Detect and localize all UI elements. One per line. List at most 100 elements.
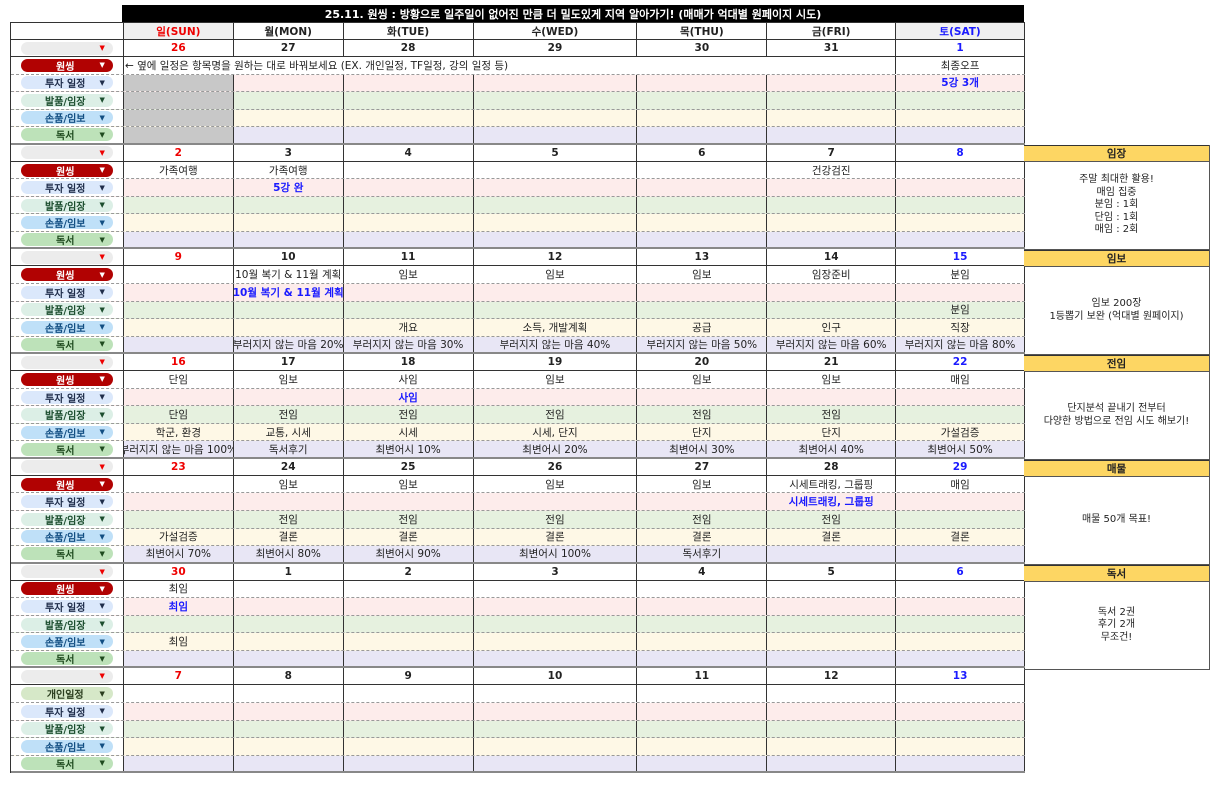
date-cell[interactable]: 27 xyxy=(637,458,768,475)
category-dropdown[interactable]: 독서 ▼ xyxy=(20,652,113,666)
day-cell[interactable]: 임장준비 xyxy=(767,266,897,284)
day-cell[interactable] xyxy=(124,755,234,772)
day-cell[interactable] xyxy=(637,284,768,301)
dropdown-arrow-icon[interactable]: ▼ xyxy=(99,462,105,471)
dropdown-arrow-icon[interactable]: ▼ xyxy=(99,96,105,105)
day-cell[interactable] xyxy=(344,196,474,214)
day-cell[interactable]: 가족여행 xyxy=(124,161,234,179)
day-cell[interactable] xyxy=(124,493,234,511)
category-dropdown[interactable]: 독서 ▼ xyxy=(20,233,113,247)
date-cell[interactable]: 4 xyxy=(637,563,768,580)
day-cell[interactable]: 전임 xyxy=(474,406,638,423)
day-cell[interactable]: 임보 xyxy=(344,475,474,493)
day-cell[interactable]: 단지 xyxy=(767,423,897,441)
day-cell[interactable] xyxy=(896,738,1026,755)
date-cell[interactable]: 9 xyxy=(344,668,474,685)
day-cell[interactable] xyxy=(767,685,897,702)
dropdown-arrow-icon[interactable]: ▼ xyxy=(99,44,105,52)
day-cell[interactable]: 전임 xyxy=(344,406,474,423)
day-cell[interactable] xyxy=(637,580,768,598)
day-cell[interactable] xyxy=(474,92,638,109)
day-cell[interactable] xyxy=(637,74,768,92)
dropdown-arrow-icon[interactable]: ▼ xyxy=(99,78,105,87)
day-cell[interactable]: 임보 xyxy=(637,371,768,388)
day-cell[interactable] xyxy=(124,388,234,406)
row-dropdown[interactable]: ▼ xyxy=(20,250,113,264)
day-cell[interactable] xyxy=(767,755,897,772)
day-cell[interactable] xyxy=(767,196,897,214)
category-dropdown[interactable]: 손품/임보 ▼ xyxy=(20,111,113,125)
dropdown-arrow-icon[interactable]: ▼ xyxy=(99,724,105,733)
day-cell[interactable] xyxy=(234,196,344,214)
day-cell[interactable] xyxy=(474,615,638,633)
date-cell[interactable]: 28 xyxy=(767,458,897,475)
day-cell[interactable] xyxy=(344,720,474,738)
day-cell[interactable] xyxy=(234,301,344,319)
day-cell[interactable] xyxy=(767,615,897,633)
day-cell[interactable]: 시세트래킹, 그룹핑 xyxy=(767,475,897,493)
day-cell[interactable]: 전임 xyxy=(474,511,638,528)
day-cell[interactable] xyxy=(637,738,768,755)
day-cell[interactable]: 임보 xyxy=(344,266,474,284)
day-cell[interactable] xyxy=(234,214,344,231)
day-cell[interactable] xyxy=(896,179,1026,196)
day-cell[interactable]: 5강 3개 xyxy=(896,74,1026,92)
day-cell[interactable]: 부러지지 않는 마음 20% xyxy=(234,336,344,353)
day-cell[interactable] xyxy=(234,598,344,615)
dropdown-arrow-icon[interactable]: ▼ xyxy=(99,549,105,558)
category-dropdown[interactable]: 원씽 ▼ xyxy=(20,372,113,387)
day-cell[interactable] xyxy=(124,720,234,738)
category-dropdown[interactable]: 손품/임보 ▼ xyxy=(20,425,113,440)
day-cell[interactable] xyxy=(896,388,1026,406)
day-cell[interactable] xyxy=(474,580,638,598)
day-cell[interactable]: 최변어시 70% xyxy=(124,546,234,562)
day-cell[interactable] xyxy=(344,109,474,127)
day-cell[interactable] xyxy=(637,127,768,143)
day-cell[interactable] xyxy=(637,388,768,406)
date-cell[interactable]: 4 xyxy=(344,144,474,161)
day-cell[interactable] xyxy=(474,493,638,511)
category-dropdown[interactable]: 투자 일정 ▼ xyxy=(20,285,113,300)
day-cell[interactable] xyxy=(474,720,638,738)
day-cell[interactable]: 최변어시 100% xyxy=(474,546,638,562)
day-cell[interactable]: 부러지지 않는 마음 30% xyxy=(344,336,474,353)
date-cell[interactable]: 10 xyxy=(234,249,344,266)
dropdown-arrow-icon[interactable]: ▼ xyxy=(99,497,105,506)
day-cell[interactable] xyxy=(474,633,638,650)
day-cell[interactable]: 전임 xyxy=(767,511,897,528)
date-cell[interactable]: 13 xyxy=(896,668,1026,685)
day-cell[interactable] xyxy=(474,738,638,755)
day-cell[interactable] xyxy=(896,109,1026,127)
day-cell[interactable] xyxy=(234,685,344,702)
category-dropdown[interactable]: 손품/임보 ▼ xyxy=(20,530,113,544)
dropdown-arrow-icon[interactable]: ▼ xyxy=(99,288,105,297)
day-cell[interactable]: 가설검증 xyxy=(124,528,234,546)
day-cell[interactable] xyxy=(896,214,1026,231)
day-cell[interactable] xyxy=(637,685,768,702)
category-dropdown[interactable]: 발품/임장 ▼ xyxy=(20,512,113,527)
dropdown-arrow-icon[interactable]: ▼ xyxy=(99,689,105,698)
date-cell[interactable]: 3 xyxy=(234,144,344,161)
date-cell[interactable]: 1 xyxy=(896,40,1026,56)
day-cell[interactable] xyxy=(234,74,344,92)
date-cell[interactable]: 27 xyxy=(234,40,344,56)
day-cell[interactable]: 개요 xyxy=(344,319,474,336)
day-cell[interactable]: 부러지지 않는 마음 80% xyxy=(896,336,1026,353)
date-cell[interactable]: 9 xyxy=(124,249,234,266)
day-cell[interactable] xyxy=(637,720,768,738)
day-cell[interactable] xyxy=(474,109,638,127)
dropdown-arrow-icon[interactable]: ▼ xyxy=(99,707,105,716)
day-cell[interactable] xyxy=(344,301,474,319)
row-dropdown[interactable]: ▼ xyxy=(20,41,113,55)
row-dropdown[interactable]: ▼ xyxy=(20,460,113,474)
day-cell[interactable] xyxy=(767,301,897,319)
date-cell[interactable]: 13 xyxy=(637,249,768,266)
dropdown-arrow-icon[interactable]: ▼ xyxy=(99,759,105,768)
day-cell[interactable] xyxy=(234,738,344,755)
row-dropdown[interactable]: ▼ xyxy=(20,146,113,160)
day-cell[interactable]: 최변어시 40% xyxy=(767,441,897,457)
date-cell[interactable]: 30 xyxy=(124,563,234,580)
date-cell[interactable]: 7 xyxy=(124,668,234,685)
day-cell[interactable] xyxy=(767,231,897,248)
category-dropdown[interactable]: 원씽 ▼ xyxy=(20,477,113,492)
